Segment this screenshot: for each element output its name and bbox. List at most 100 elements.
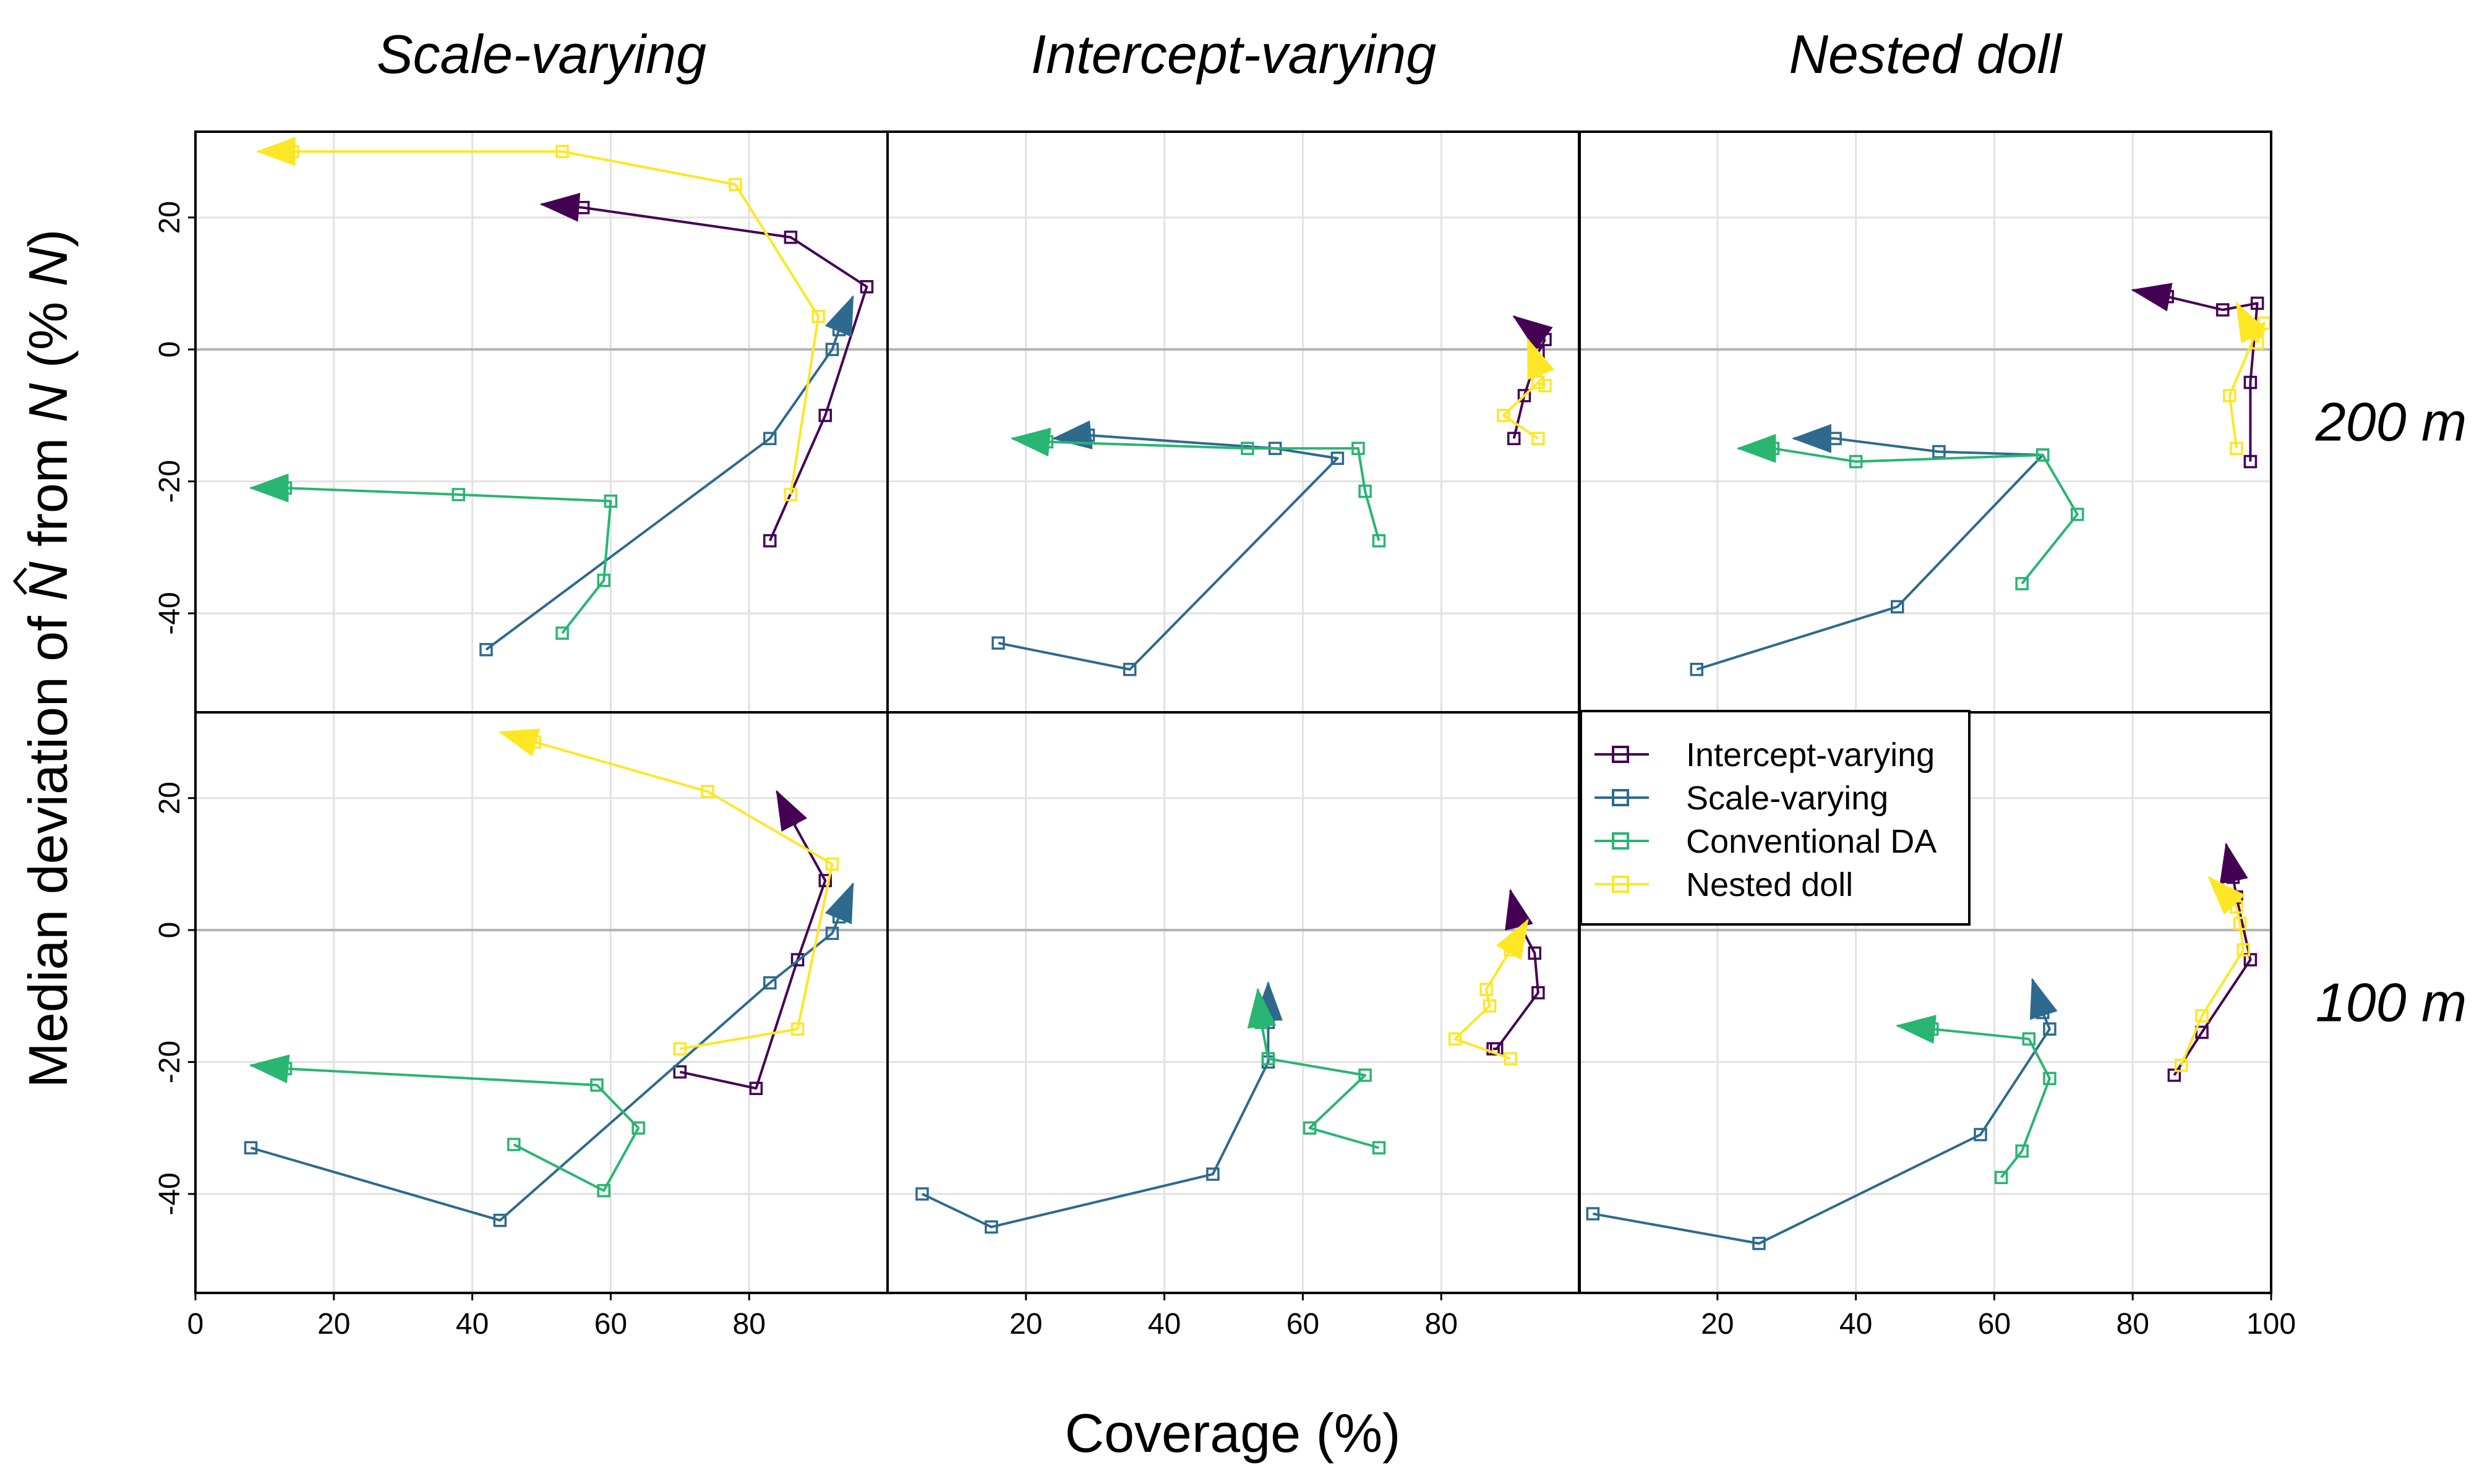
series-intercept-varying [673, 790, 833, 1095]
series-nested-doll [498, 728, 839, 1055]
series-intercept-varying [2131, 283, 2264, 469]
data-point [278, 1062, 293, 1075]
column-strip-label: Intercept-varying [1031, 23, 1436, 85]
data-point [729, 177, 742, 192]
data-point [1531, 986, 1545, 1000]
data-point [1448, 1032, 1462, 1046]
legend-item-scale-varying: Scale-varying [1594, 780, 1888, 817]
data-point [493, 1213, 507, 1227]
panel-intercept-varying-200m [991, 315, 1555, 676]
data-point [2226, 871, 2240, 884]
panel-border [886, 711, 1581, 1294]
y-tick-label: 20 [153, 782, 186, 814]
panel-border [194, 130, 889, 714]
data-point [2035, 1005, 2050, 1020]
data-point [701, 785, 714, 798]
series-line [1773, 447, 2079, 585]
column-strip-label: Scale-varying [377, 23, 706, 85]
data-point [1358, 484, 1372, 498]
data-point [2233, 916, 2247, 931]
axis-ticks: -40 -20 0 20 -40 -20 0 20 0 20 40 60 80 20 40 60 80 20 40 6… [153, 201, 2296, 1341]
data-point [507, 1138, 521, 1151]
y-axis-title-n2: N [17, 247, 79, 286]
data-point [832, 323, 846, 336]
arrowhead [1512, 315, 1553, 351]
arrowhead [249, 1054, 290, 1083]
x-tick-label: 80 [2117, 1308, 2149, 1341]
data-point [2236, 943, 2250, 957]
data-point [1528, 946, 1542, 960]
data-point [1517, 389, 1531, 403]
data-point [1040, 435, 1054, 449]
data-point [991, 636, 1005, 650]
y-axis-title-close: ) [17, 229, 79, 247]
data-point [2230, 441, 2243, 455]
series-line [2228, 322, 2266, 449]
data-point [985, 1220, 998, 1234]
data-point [2243, 454, 2258, 469]
series-line [292, 150, 820, 495]
legend-item-conventional-da: Conventional DA [1594, 823, 1937, 860]
series-line [1493, 919, 1539, 1051]
data-point [1372, 1141, 1386, 1154]
data-point [1586, 1207, 1600, 1221]
data-point [825, 857, 839, 871]
series-line [1260, 1022, 1380, 1149]
y-tick-label: -20 [153, 1041, 186, 1083]
legend: Intercept-varying Scale-varying Convention… [1580, 710, 1971, 926]
legend-item-nested-doll: Nested doll [1594, 866, 1853, 903]
data-point [1351, 441, 1365, 455]
series-intercept-varying [1486, 889, 1545, 1055]
data-point [528, 735, 542, 749]
series-intercept-varying [539, 192, 874, 548]
data-point [1994, 1171, 2008, 1185]
data-point [790, 1022, 805, 1036]
data-point [2258, 316, 2271, 330]
y-axis-title-n: N [17, 383, 79, 422]
arrowhead [1010, 427, 1051, 457]
y-axis-title-middle: from [17, 422, 79, 561]
panel-border [1578, 130, 2272, 714]
series-line [583, 206, 868, 542]
x-tick-label: 20 [317, 1308, 350, 1341]
data-point [604, 494, 618, 508]
arrowhead [824, 295, 854, 338]
data-point [749, 1081, 763, 1095]
arrowhead [1791, 424, 1831, 453]
series-line [534, 741, 834, 1051]
data-point [278, 481, 293, 495]
data-point [1538, 379, 1552, 393]
facet-strips: Scale-varying Intercept-varying Nested dol… [377, 23, 2467, 1033]
panel-scale-varying-200m [249, 137, 874, 657]
data-point [2035, 448, 2050, 462]
x-tick-label: 80 [1425, 1308, 1458, 1341]
data-point [597, 573, 610, 587]
series-line [922, 1022, 1270, 1229]
panel-intercept-varying-100m [915, 889, 1545, 1234]
data-point [1206, 1167, 1220, 1181]
series-line [2173, 877, 2252, 1076]
data-point [915, 1187, 929, 1201]
data-point [2223, 389, 2236, 403]
row-strip-label: 100 m [2316, 972, 2467, 1033]
data-point [1828, 432, 1842, 445]
data-point [2043, 1072, 2057, 1085]
data-point [2195, 1025, 2209, 1039]
x-tick-label: 20 [1701, 1308, 1734, 1341]
legend-marker [1612, 746, 1629, 763]
data-point [2243, 375, 2258, 390]
series-line [1696, 437, 2044, 671]
data-point [631, 1121, 645, 1135]
data-point [555, 626, 569, 640]
data-point [2167, 1068, 2181, 1082]
series-conventional-da [1247, 987, 1386, 1154]
series-nested-doll [1448, 918, 1529, 1065]
x-tick-label: 100 [2246, 1308, 2296, 1341]
y-axis-title-nhat: N [17, 561, 79, 601]
series-line [285, 487, 612, 634]
data-point [576, 200, 590, 215]
x-tick-label: 40 [456, 1308, 489, 1341]
y-tick-label: 20 [153, 201, 186, 234]
series-nested-doll [2174, 876, 2250, 1072]
